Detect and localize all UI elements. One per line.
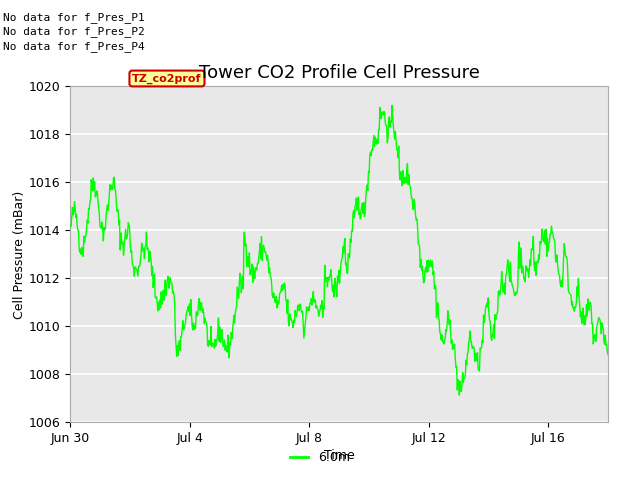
- Text: TZ_co2prof: TZ_co2prof: [132, 73, 202, 84]
- Y-axis label: Cell Pressure (mBar): Cell Pressure (mBar): [13, 190, 26, 319]
- Legend: 6.0m: 6.0m: [285, 446, 355, 469]
- Text: No data for f_Pres_P1: No data for f_Pres_P1: [3, 12, 145, 23]
- Text: No data for f_Pres_P2: No data for f_Pres_P2: [3, 26, 145, 37]
- Title: Tower CO2 Profile Cell Pressure: Tower CO2 Profile Cell Pressure: [199, 64, 479, 82]
- Text: No data for f_Pres_P4: No data for f_Pres_P4: [3, 41, 145, 52]
- X-axis label: Time: Time: [324, 449, 355, 462]
